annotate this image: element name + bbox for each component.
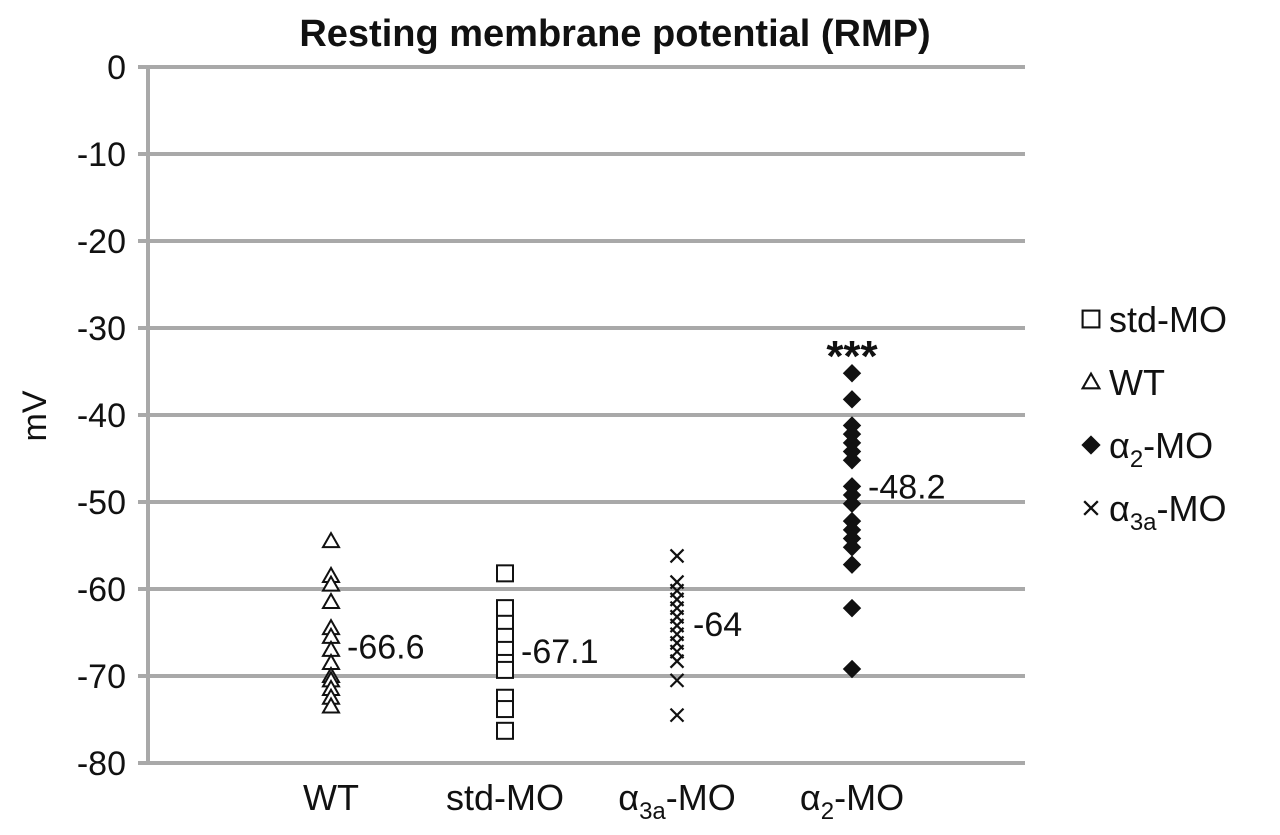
legend-label: α2-MO	[1109, 425, 1213, 473]
data-point	[842, 364, 862, 383]
legend-item: std-MO	[1081, 299, 1227, 340]
data-point	[669, 653, 685, 669]
axes	[138, 67, 1025, 765]
y-tick-label: 0	[107, 49, 126, 87]
category-label: α3a-MO	[618, 777, 736, 825]
data-point	[496, 700, 514, 719]
data-point	[496, 721, 514, 740]
legend-label: α3a-MO	[1109, 488, 1227, 536]
data-points	[321, 364, 862, 740]
x-stroke	[669, 548, 685, 564]
y-tick-label: -60	[77, 571, 126, 609]
data-point	[321, 696, 341, 714]
mean-label: -66.6	[347, 628, 425, 666]
mean-label: -64	[693, 606, 742, 644]
data-point	[842, 451, 862, 470]
x-stroke	[669, 707, 685, 723]
legend: std-MO WT α2-MO α3a-MO	[1080, 299, 1227, 536]
data-point	[669, 673, 685, 688]
y-tick-label: -30	[77, 310, 126, 348]
category-labels: WT std-MO α3a-MO α2-MO	[303, 777, 904, 825]
y-tick-label: -20	[77, 223, 126, 261]
legend-label: std-MO	[1109, 299, 1227, 340]
y-tick-label: -40	[77, 397, 126, 435]
data-point	[669, 707, 685, 723]
x-stroke	[1083, 500, 1099, 516]
y-tick-label: -70	[77, 658, 126, 696]
data-point	[669, 548, 685, 564]
y-tick-label: -50	[77, 484, 126, 522]
chart-title: Resting membrane potential (RMP)	[299, 13, 930, 55]
y-axis-label: mV	[16, 390, 54, 441]
legend-marker	[1081, 435, 1101, 455]
data-point	[321, 592, 341, 610]
mean-label: -48.2	[868, 468, 946, 506]
x-stroke	[669, 653, 685, 669]
significance-label: ***	[826, 332, 878, 381]
data-point	[842, 659, 862, 679]
legend-item: α2-MO	[1081, 425, 1213, 473]
legend-marker	[1081, 309, 1101, 329]
y-ticks: 0 -10 -20 -30 -40 -50 -60 -70 -80	[77, 49, 148, 783]
mean-labels: -66.6 -67.1 -64 -48.2 ***	[347, 332, 946, 671]
category-label: α2-MO	[800, 777, 904, 825]
category-label: WT	[303, 777, 359, 818]
data-point	[321, 574, 341, 592]
legend-marker	[1080, 371, 1102, 390]
legend-marker	[1083, 500, 1099, 516]
x-stroke	[669, 673, 685, 688]
data-point	[496, 599, 514, 618]
legend-item: WT	[1080, 362, 1165, 403]
data-point	[496, 564, 514, 583]
data-point	[842, 390, 862, 409]
y-tick-label: -10	[77, 136, 126, 174]
legend-label: WT	[1109, 362, 1165, 403]
grid	[148, 65, 1025, 678]
legend-item: α3a-MO	[1083, 488, 1227, 536]
data-point	[842, 555, 862, 574]
data-point	[496, 660, 514, 679]
data-point	[321, 531, 341, 549]
category-label: std-MO	[446, 777, 564, 818]
mean-label: -67.1	[521, 633, 599, 671]
y-tick-label: -80	[77, 745, 126, 783]
data-point	[842, 598, 862, 618]
